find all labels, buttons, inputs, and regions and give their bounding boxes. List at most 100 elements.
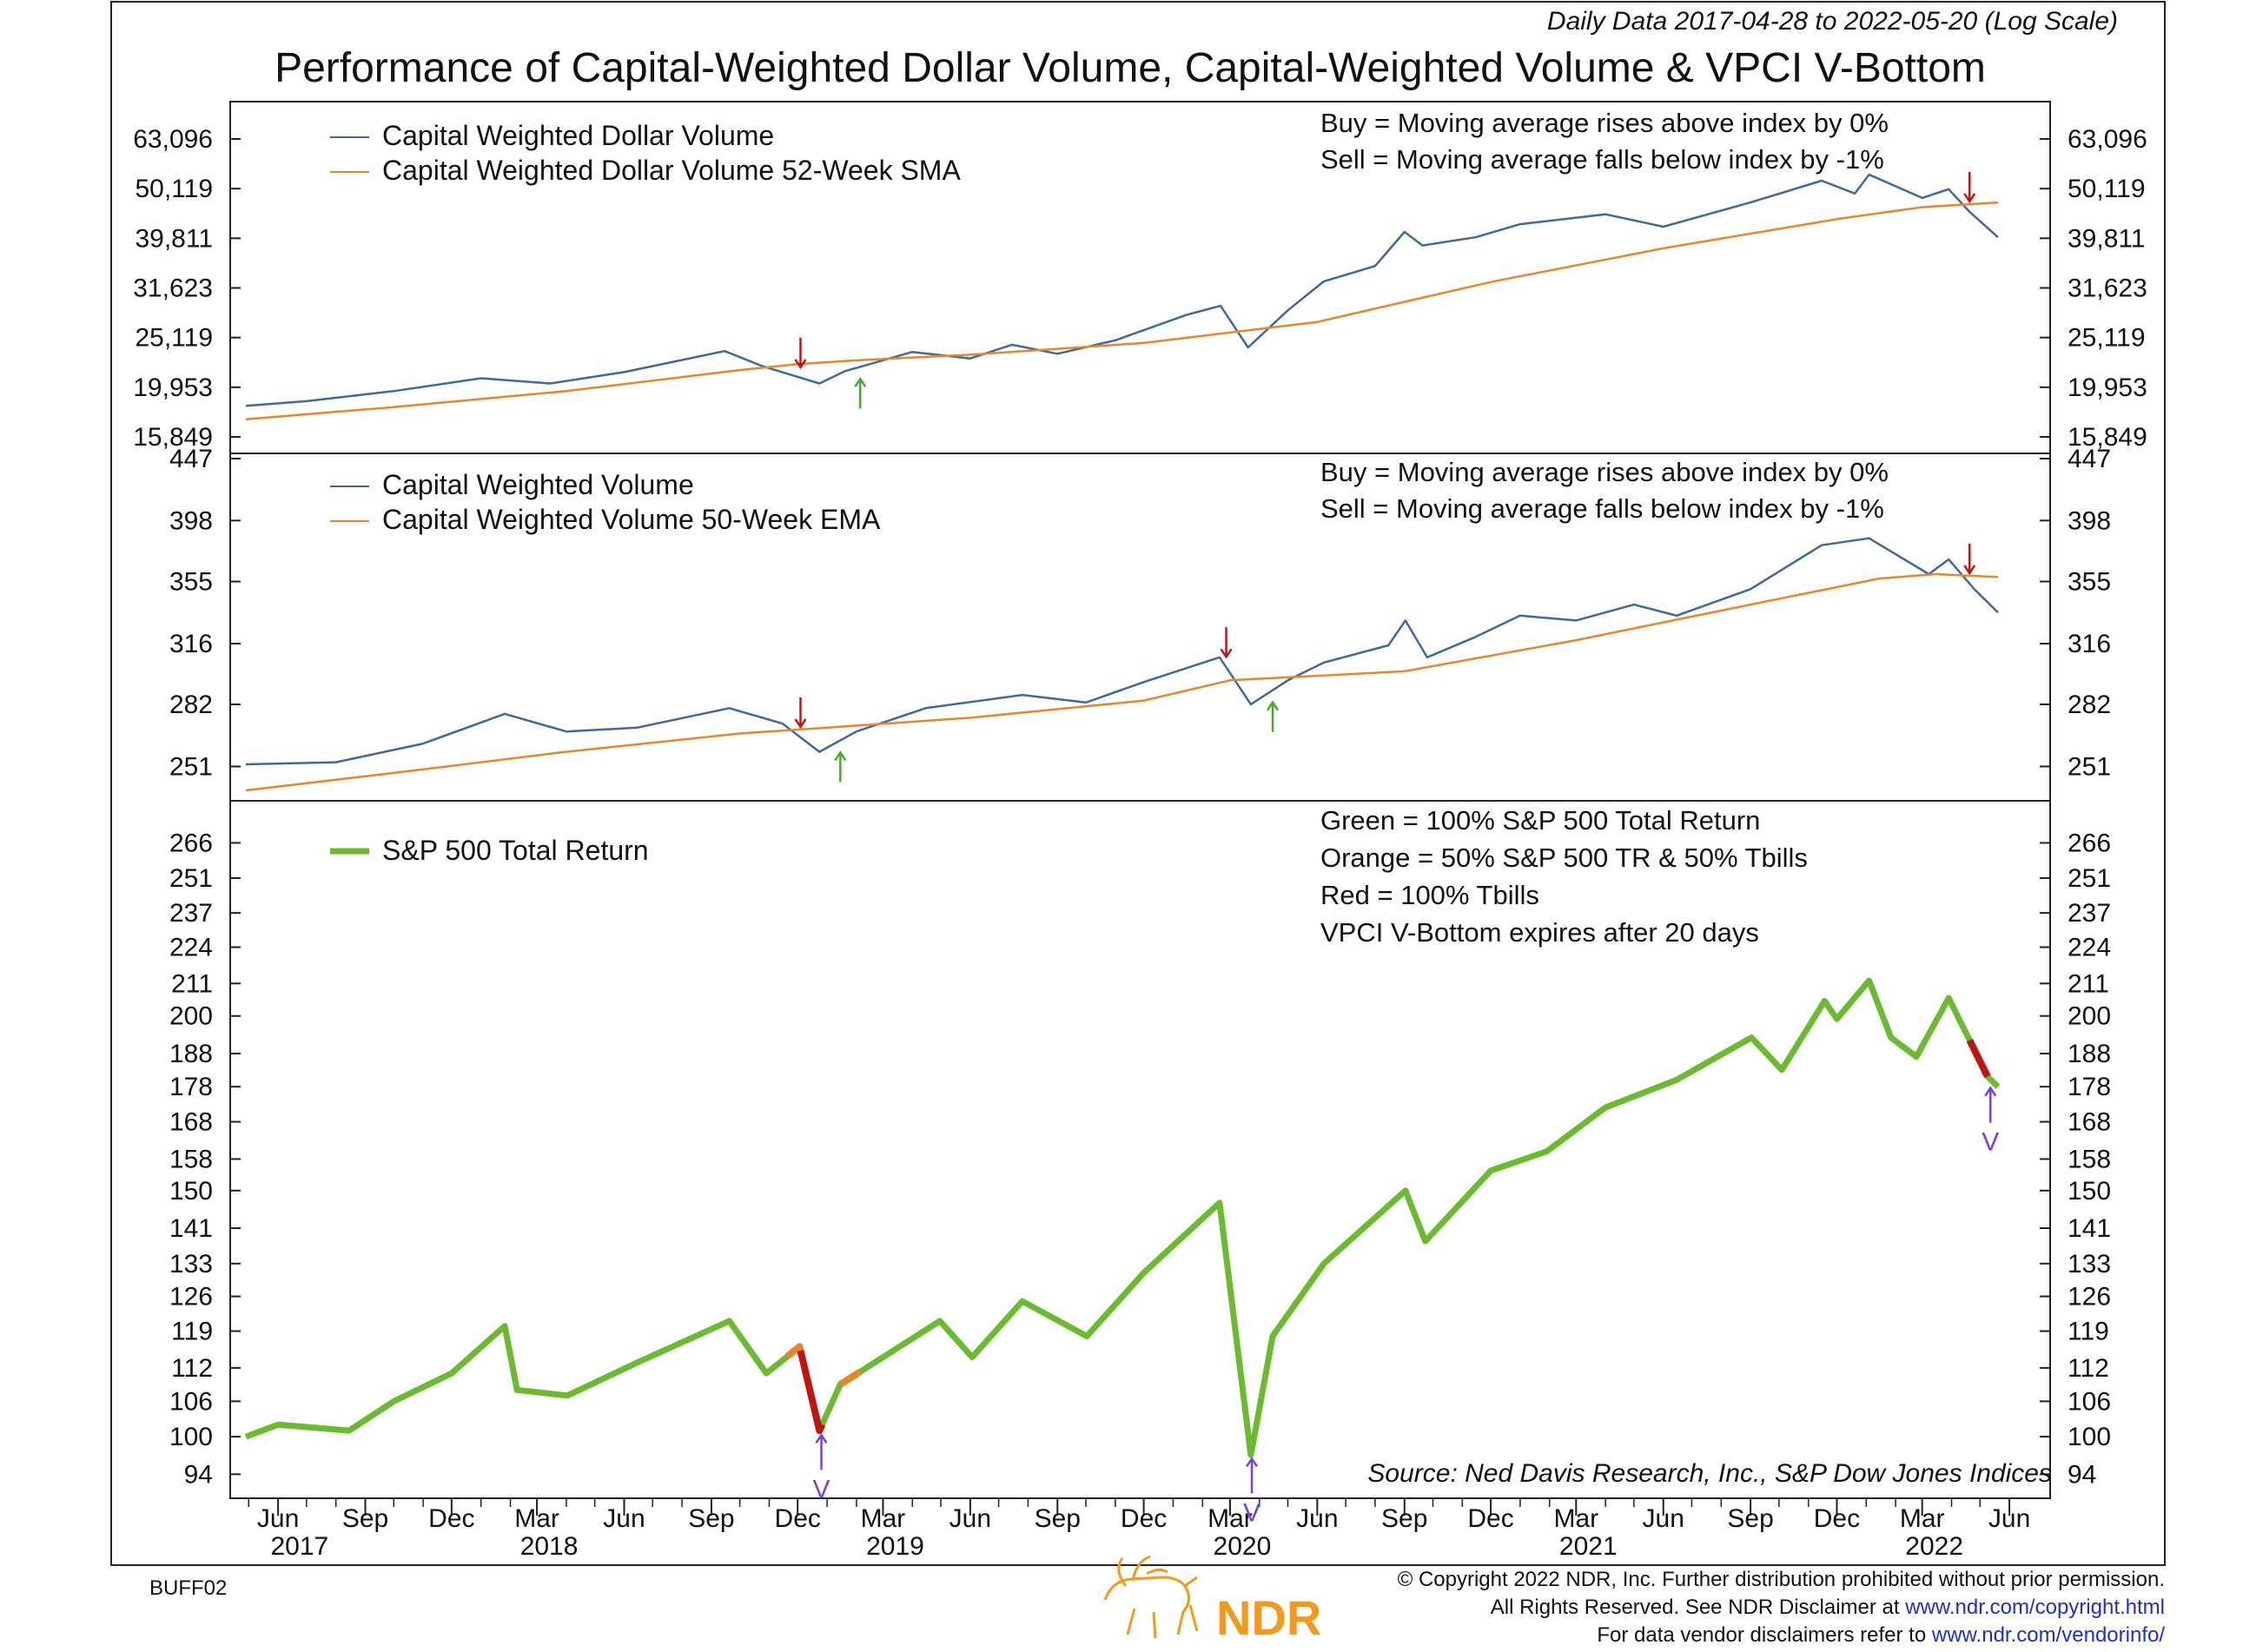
y-tick-label-right: 355: [2068, 568, 2111, 597]
logo-text: NDR: [1216, 1590, 1321, 1645]
y-tick-label-left: 94: [184, 1460, 213, 1489]
y-tick-label-left: 150: [169, 1177, 213, 1206]
y-tick-label-right: 141: [2068, 1214, 2111, 1243]
x-tick-label: Dec: [1121, 1504, 1167, 1533]
vendor-text: For data vendor disclaimers refer to: [1597, 1623, 1932, 1647]
legend-label: Capital Weighted Dollar Volume: [382, 120, 774, 151]
x-tick-label: Mar: [514, 1504, 559, 1533]
y-tick-label-right: 188: [2068, 1040, 2111, 1068]
copyright-line-1: © Copyright 2022 NDR, Inc. Further distr…: [1398, 1568, 2165, 1591]
panel3-note-green: Green = 100% S&P 500 Total Return: [1320, 805, 1760, 836]
panel3-note-orange: Orange = 50% S&P 500 TR & 50% Tbills: [1320, 843, 1808, 873]
y-tick-label-left: 39,811: [135, 224, 213, 253]
x-year-label: 2020: [1214, 1532, 1272, 1561]
x-year-label: 2021: [1559, 1532, 1618, 1561]
sell-arrow-head: [794, 359, 807, 370]
panel2-plot: [245, 537, 1999, 792]
y-tick-label-left: 25,119: [135, 324, 213, 353]
ndr-logo: NDR: [1103, 1555, 1321, 1645]
y-tick-label-right: 25,119: [2068, 324, 2146, 353]
y-tick-label-right: 31,623: [2068, 274, 2147, 302]
vendor-link[interactable]: www.ndr.com/vendorinfo/: [1931, 1623, 2165, 1647]
y-tick-label-left: 141: [169, 1214, 213, 1243]
y-tick-label-left: 178: [169, 1073, 213, 1101]
y-tick-label-left: 63,096: [133, 125, 213, 154]
buy-arrow-head: [834, 750, 847, 762]
panel3-y-axis: 266 266 251 251 237 237 224 224 211 211 200 200 188 1…: [169, 829, 2111, 1489]
y-tick-label-right: 447: [2068, 445, 2111, 473]
x-year-label: 2019: [866, 1532, 924, 1561]
copyright-text: All Rights Reserved. See NDR Disclaimer …: [1491, 1596, 1905, 1619]
y-tick-label-left: 282: [169, 691, 213, 719]
y-tick-label-left: 31,623: [133, 274, 213, 302]
copyright-link[interactable]: www.ndr.com/copyright.html: [1904, 1596, 2165, 1619]
x-year-label: 2017: [270, 1532, 328, 1561]
x-tick-label: Sep: [688, 1504, 734, 1533]
y-tick-label-right: 398: [2068, 506, 2111, 535]
copyright-line-2: All Rights Reserved. See NDR Disclaimer …: [1491, 1596, 2165, 1619]
y-tick-label-right: 39,811: [2068, 224, 2146, 253]
chart-subtitle: Daily Data 2017-04-28 to 2022-05-20 (Log…: [1547, 7, 2118, 36]
x-tick-label: Dec: [1814, 1504, 1860, 1533]
y-tick-label-left: 126: [169, 1283, 213, 1312]
y-tick-label-right: 178: [2068, 1073, 2111, 1101]
y-tick-label-right: 106: [2068, 1387, 2111, 1416]
y-tick-label-left: 106: [169, 1387, 213, 1416]
panel3-legend: S&P 500 Total Return: [330, 835, 649, 866]
legend-label: Capital Weighted Volume: [382, 469, 694, 500]
sell-arrow-head: [1220, 648, 1233, 659]
y-tick-label-right: 251: [2068, 752, 2111, 781]
moving-average-line: [245, 201, 1999, 420]
chart-title: Performance of Capital-Weighted Dollar V…: [275, 45, 1986, 91]
outer-frame: [110, 1, 2166, 1566]
x-tick-label: Mar: [1208, 1504, 1253, 1533]
legend-label: S&P 500 Total Return: [382, 835, 649, 866]
y-tick-label-right: 133: [2068, 1250, 2111, 1279]
signal-markers: V V V: [794, 171, 1999, 1527]
y-tick-label-left: 398: [169, 506, 213, 535]
panel1-plot: [245, 173, 1999, 420]
panel2-legend: Capital Weighted Volume Capital Weighted…: [330, 469, 881, 535]
y-tick-label-left: 112: [171, 1354, 213, 1383]
x-tick-label: Sep: [1727, 1504, 1773, 1533]
allocation-segment-orange: [838, 1368, 863, 1388]
panel3-plot: [244, 977, 2001, 1458]
vbottom-arrow-head: [815, 1433, 828, 1444]
vbottom-label: V: [1243, 1498, 1260, 1527]
y-tick-label-right: 15,849: [2068, 423, 2147, 452]
x-tick-label: Mar: [1553, 1504, 1598, 1533]
y-tick-label-left: 355: [169, 568, 213, 597]
y-tick-label-left: 168: [169, 1108, 213, 1137]
y-tick-label-left: 200: [169, 1002, 213, 1031]
panel3-note-vbottom: VPCI V-Bottom expires after 20 days: [1320, 917, 1759, 948]
y-tick-label-right: 100: [2068, 1423, 2111, 1451]
vbottom-arrow-head: [1984, 1086, 1997, 1097]
x-year-label: 2022: [1905, 1532, 1963, 1561]
y-tick-label-right: 282: [2068, 691, 2111, 719]
vbottom-arrow-head: [1245, 1457, 1259, 1468]
y-tick-label-right: 19,953: [2068, 373, 2147, 402]
panel3-note-red: Red = 100% Tbills: [1320, 880, 1539, 910]
legend-label: Capital Weighted Volume 50-Week EMA: [382, 504, 881, 535]
x-tick-label: Dec: [775, 1504, 821, 1533]
vbottom-label: V: [1982, 1128, 1999, 1157]
copyright-line-3: For data vendor disclaimers refer to www…: [1597, 1623, 2165, 1647]
x-tick-label: Sep: [1035, 1504, 1081, 1533]
x-axis: Jun Sep Dec Mar Jun Sep Dec Mar Jun Sep Dec Mar Jun S…: [248, 1498, 2030, 1561]
moving-average-line: [245, 572, 1999, 792]
allocation-segment-orange: [784, 1343, 804, 1359]
y-tick-label-left: 316: [169, 630, 213, 658]
y-tick-label-right: 200: [2068, 1002, 2111, 1031]
y-tick-label-left: 251: [169, 752, 213, 781]
panel1-buy-rule: Buy = Moving average rises above index b…: [1320, 108, 1889, 138]
y-tick-label-left: 19,953: [133, 373, 213, 402]
x-tick-label: Jun: [1296, 1504, 1338, 1533]
panel1-y-axis: 63,096 63,096 50,119 50,119 39,811 39,811 31,6…: [133, 125, 2147, 452]
y-tick-label-left: 158: [169, 1145, 213, 1173]
bull-icon: [1103, 1555, 1199, 1639]
allocation-segment-red: [797, 1350, 826, 1435]
x-tick-label: Dec: [1467, 1504, 1513, 1533]
panel2-buy-rule: Buy = Moving average rises above index b…: [1320, 457, 1889, 487]
y-tick-label-left: 133: [169, 1250, 213, 1279]
